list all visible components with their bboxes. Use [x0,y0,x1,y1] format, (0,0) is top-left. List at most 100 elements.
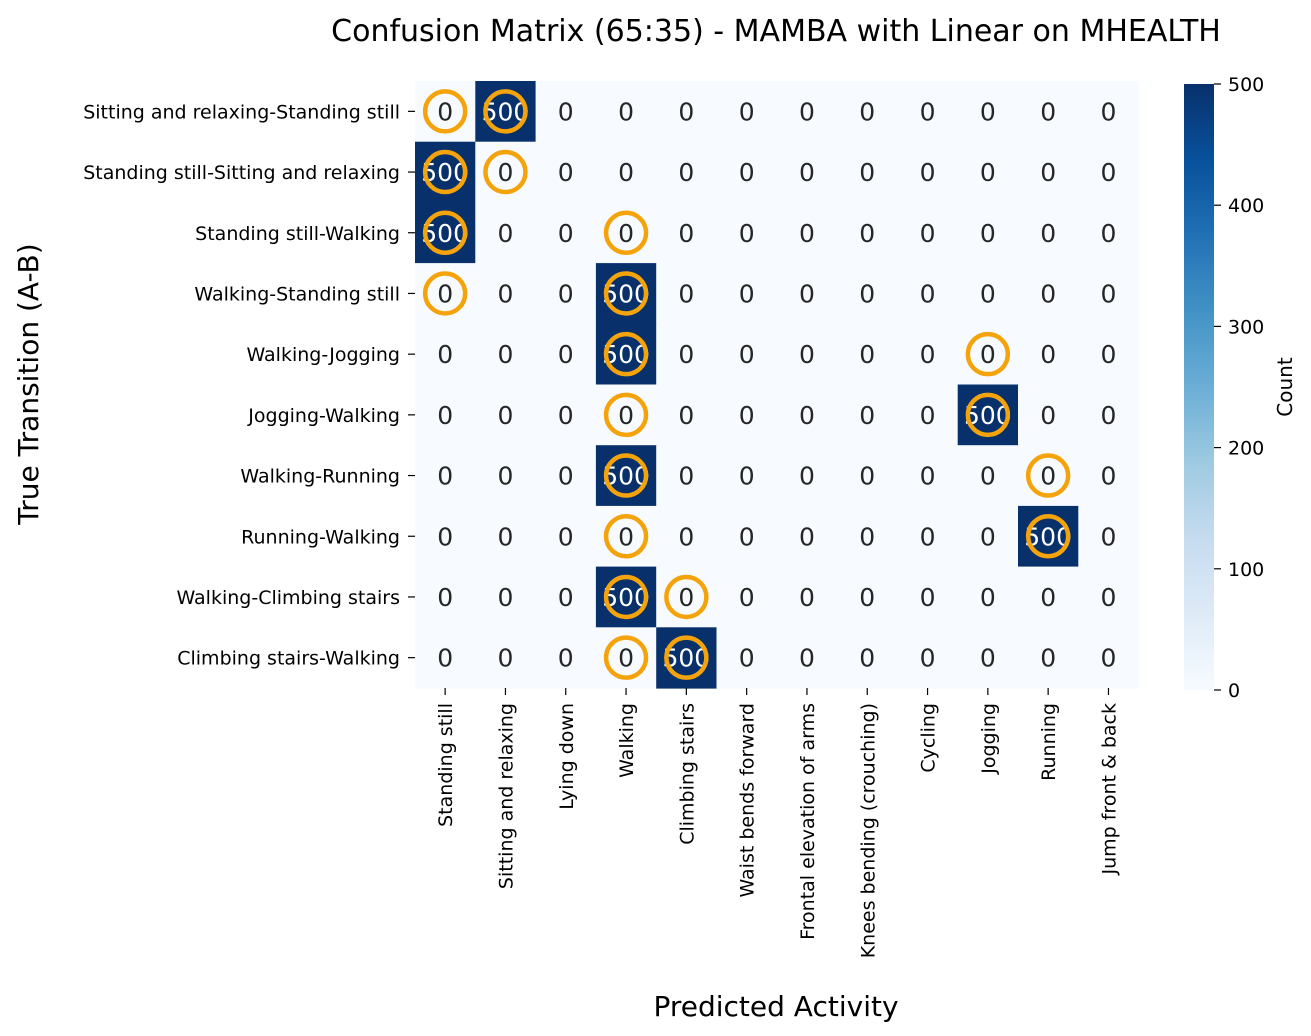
highlight-circle [664,635,709,680]
cell-value-label: 0 [739,340,755,369]
cell-value-label: 0 [739,279,755,308]
cell-value-label: 0 [980,462,996,491]
cell-value-label: 0 [1100,97,1116,126]
cell-value-label: 0 [980,97,996,126]
cell-value-label: 0 [497,462,513,491]
cell-value-label: 0 [558,583,574,612]
y-tick-label: Sitting and relaxing-Standing still [83,101,400,123]
heatmap-cell [716,445,778,507]
cell-value-label: 0 [558,522,574,551]
cell-value-label: 0 [739,97,755,126]
heatmap-cell [716,81,778,143]
heatmap-cell [1078,384,1140,446]
heatmap-cell [1018,323,1079,386]
heatmap-cell [776,323,838,386]
cell-value-label: 0 [920,583,936,612]
colorbar-tick-label: 200 [1228,438,1264,460]
cell-value-label: 0 [1040,644,1056,673]
cell-value-label: 0 [497,158,513,187]
cell-value-label: 0 [1040,219,1056,248]
cell-value-label: 0 [558,219,574,248]
cell-value-label: 0 [618,158,634,187]
heatmap-cell [716,141,778,203]
cell-value-label: 0 [678,97,694,126]
heatmap-cell [656,323,718,386]
heatmap-cell [837,141,898,203]
heatmap-cell [957,445,1019,507]
heatmap-cell [475,566,537,628]
cell-value-label: 0 [558,644,574,673]
heatmap-cell [415,505,476,568]
cell-value-label: 0 [859,97,875,126]
heatmap-cell [535,141,597,203]
colorbar-tick-label: 0 [1228,680,1240,702]
cell-value-label: 0 [1100,340,1116,369]
colorbar-tick-label: 500 [1228,74,1264,96]
heatmap-cell [776,202,838,264]
cell-value-label: 0 [859,583,875,612]
heatmap-cell [535,263,597,325]
cell-value-label: 0 [739,158,755,187]
heatmap-cell [475,323,537,386]
heatmap-cell [897,263,959,325]
cell-value-label: 0 [1100,522,1116,551]
heatmap-cell [1078,505,1140,568]
heatmap-cell [595,81,657,143]
cell-value-label: 0 [1100,158,1116,187]
cell-value-label: 0 [1040,158,1056,187]
highlight-circle [603,271,649,316]
heatmap-cell [1078,566,1140,628]
cell-value-label: 0 [1100,219,1116,248]
cell-value-label: 0 [859,279,875,308]
heatmap-cell [776,505,838,568]
cell-value-label: 0 [437,340,453,369]
heatmap-cell [656,263,718,325]
cell-value-label: 0 [1100,401,1116,430]
heatmap-cell [1018,81,1079,143]
heatmap-cell [897,141,959,203]
x-tick-label: Standing still [435,703,457,827]
cell-value-label: 0 [437,401,453,430]
heatmap-cell [1078,202,1140,264]
x-tick-label: Walking [616,703,638,778]
cell-value-label: 0 [497,401,513,430]
cell-value-label: 0 [920,401,936,430]
y-tick-label: Walking-Standing still [194,283,400,305]
highlight-circle [965,392,1011,438]
cell-value-label: 0 [739,644,755,673]
cell-value-label: 0 [678,279,694,308]
heatmap-cell [535,81,597,143]
heatmap-cell [1078,81,1140,143]
cell-value-label: 0 [678,158,694,187]
cell-value-label: 0 [558,401,574,430]
heatmap-cell [776,263,838,325]
heatmap-cell [776,384,838,446]
highlight-circle [603,453,649,498]
cell-value-label: 0 [739,462,755,491]
heatmap-cell [475,202,537,264]
cell-value-label: 0 [920,158,936,187]
heatmap-cell [957,505,1019,568]
heatmap-cell [415,323,476,386]
cell-value-label: 0 [859,644,875,673]
cell-value-label: 0 [859,219,875,248]
heatmap-cell [897,81,959,143]
x-tick-label: Cycling [918,703,940,773]
cell-value-label: 0 [799,340,815,369]
highlight-circle [603,331,649,377]
cell-value-label: 0 [1100,462,1116,491]
highlight-circle [1025,453,1071,498]
heatmap-cell [837,323,898,386]
heatmap-cell [535,202,597,264]
x-tick-label: Lying down [556,703,578,810]
chart-title: Confusion Matrix (65:35) - MAMBA with Li… [331,14,1221,49]
y-tick-label: Jogging-Walking [247,405,400,427]
x-tick-label: Climbing stairs [676,703,698,845]
cell-value-label: 0 [497,522,513,551]
cell-value-label: 0 [678,462,694,491]
cell-value-label: 0 [618,97,634,126]
heatmap-cell [1078,445,1140,507]
highlight-circle [1025,514,1071,559]
heatmap-cell [656,202,718,264]
